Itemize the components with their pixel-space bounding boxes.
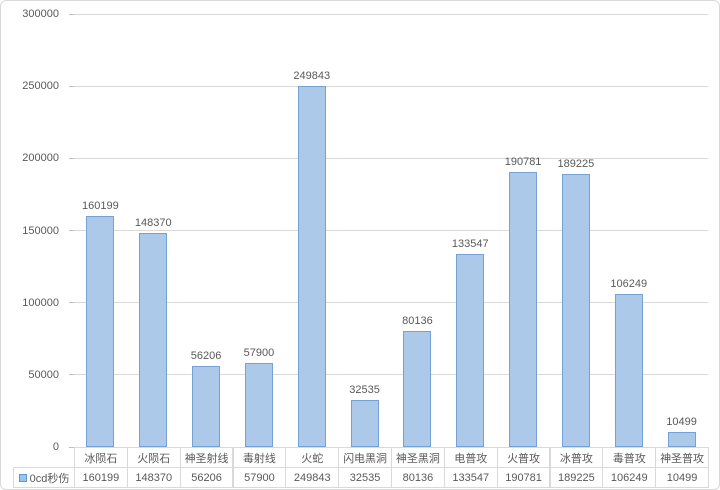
bar-value-label: 133547 <box>451 238 489 251</box>
bar-value-label: 57900 <box>243 347 275 360</box>
table-category-cell: 火普攻 <box>496 447 551 468</box>
table-value-cell: 57900 <box>232 467 287 488</box>
bar-12[interactable] <box>667 431 696 447</box>
y-axis-tick-label: 300000 <box>22 8 59 20</box>
table-category-cell: 冰陨石 <box>74 447 128 468</box>
bar-value-label: 148370 <box>134 216 172 229</box>
bar-1[interactable] <box>86 215 115 447</box>
table-category-cell: 毒射线 <box>232 447 287 468</box>
table-category-cell: 闪电黑洞 <box>338 447 392 468</box>
y-axis-tick-label: 250000 <box>22 80 59 93</box>
y-axis-tick <box>69 230 74 231</box>
table-value-cell: 80136 <box>391 467 445 488</box>
table-value-cell: 56206 <box>179 467 234 488</box>
legend-key[interactable]: 0cd秒伤 <box>13 467 75 488</box>
table-category-cell: 火蛇 <box>285 447 340 468</box>
table-category-cell: 火陨石 <box>126 447 181 468</box>
y-axis-tick <box>69 302 74 304</box>
bar-7[interactable] <box>403 331 432 447</box>
bar-10[interactable] <box>561 173 590 447</box>
bar-value-label: 80136 <box>402 315 433 328</box>
bar-6[interactable] <box>350 400 379 447</box>
gridline <box>74 374 708 376</box>
table-value-cell: 190781 <box>496 467 551 488</box>
table-category-cell: 电普攻 <box>443 447 498 468</box>
bar-3[interactable] <box>192 365 221 447</box>
bar-2[interactable] <box>139 232 168 447</box>
bar-value-label: 190781 <box>504 155 542 168</box>
legend-swatch-icon <box>18 473 27 482</box>
bar-value-label: 10499 <box>666 415 697 428</box>
y-axis-tick <box>69 374 74 376</box>
gridline <box>74 85 708 87</box>
table-value-cell: 189225 <box>549 467 604 488</box>
bar-value-label: 32535 <box>349 384 380 397</box>
y-axis-tick <box>69 85 74 87</box>
y-axis-tick-label: 100000 <box>22 296 59 309</box>
y-axis-tick-label: 50000 <box>28 368 59 381</box>
gridline <box>74 230 708 231</box>
bar-11[interactable] <box>614 293 643 447</box>
bar-9[interactable] <box>509 171 538 447</box>
gridline <box>74 157 708 159</box>
table-category-cell: 神圣黑洞 <box>391 447 445 468</box>
bar-value-label: 160199 <box>82 199 119 212</box>
y-axis-tick <box>69 13 74 15</box>
table-value-cell: 106249 <box>602 467 657 488</box>
y-axis-tick-label: 150000 <box>22 224 59 237</box>
legend-label: 0cd秒伤 <box>29 472 70 485</box>
bar-value-label: 189225 <box>557 157 595 170</box>
table-value-cell: 160199 <box>74 467 128 488</box>
table-value-cell: 133547 <box>443 467 498 488</box>
table-category-cell: 冰普攻 <box>549 447 604 468</box>
bar-value-label: 249843 <box>293 70 331 83</box>
y-axis-tick-label: 0 <box>52 441 59 453</box>
table-value-cell: 10499 <box>655 467 709 488</box>
table-category-cell: 神圣射线 <box>179 447 234 468</box>
gridline <box>74 13 708 15</box>
table-value-cell: 148370 <box>126 467 181 488</box>
table-category-cell: 毒普攻 <box>602 447 657 468</box>
y-axis-tick <box>69 446 74 448</box>
gridline <box>74 302 708 304</box>
bar-4[interactable] <box>244 363 273 447</box>
table-value-cell: 32535 <box>338 467 392 488</box>
bar-value-label: 56206 <box>190 349 222 362</box>
bar-value-label: 106249 <box>610 277 648 290</box>
table-value-cell: 249843 <box>285 467 340 488</box>
y-axis-tick-label: 200000 <box>22 152 59 165</box>
bar-8[interactable] <box>456 254 485 447</box>
bar-5[interactable] <box>297 86 326 447</box>
table-category-cell: 神圣普攻 <box>655 447 709 468</box>
y-axis-tick <box>69 157 74 159</box>
